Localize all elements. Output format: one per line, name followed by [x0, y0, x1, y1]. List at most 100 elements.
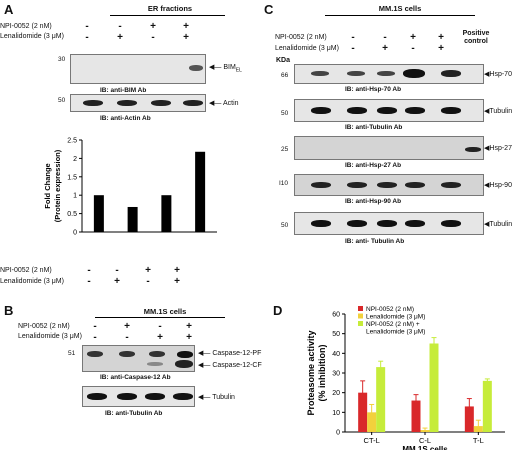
actin-band [183, 100, 203, 106]
panel-c-kda: KDa [276, 57, 291, 64]
arrow-left-icon: ◀— [198, 362, 211, 369]
tubulin-band [347, 220, 367, 227]
panel-c-npi-sign-1: - [351, 32, 355, 43]
panel-b-header: MM.1S cells [143, 307, 187, 316]
panel-a-bar [93, 195, 104, 232]
panel-d-bar [376, 367, 386, 432]
panel-a-len-label: Lenalidomide (3 μM) [0, 33, 64, 40]
panel-d-bar [429, 343, 439, 432]
panel-a-chart-len-sign-4: + [174, 276, 180, 287]
panel-d-y-label-line2: (% inhibition) [317, 345, 327, 402]
panel-c-hsp90-arrow: ◀Hsp-90 [484, 181, 512, 189]
panel-a-y-label-line2: (Protein expression) [53, 149, 62, 222]
panel-d-bar [358, 392, 368, 432]
panel-c-npi-sign-2: - [383, 32, 387, 43]
panel-d-legend-swatch [358, 313, 363, 319]
panel-d-bar [411, 400, 421, 432]
caspase-cf-band [175, 360, 193, 368]
panel-a-header-rule [110, 15, 225, 16]
panel-a-chart-len-sign-2: + [114, 276, 120, 287]
tubulin-band [311, 107, 331, 114]
tubulin-label: Tubulin [212, 394, 235, 401]
panel-b-tubulin-arrow: ◀— Tubulin [198, 393, 235, 401]
actin-band [83, 100, 103, 106]
panel-c-len-label: Lenalidomide (3 μM) [275, 45, 339, 52]
panel-c-len-sign-1: - [351, 43, 355, 54]
arrow-left-icon: ◀ [484, 182, 490, 189]
panel-a-bim-marker: 30 [58, 56, 66, 63]
arrow-left-icon: ◀— [198, 350, 211, 357]
caspase-cf-label: Caspase-12-CF [212, 362, 262, 369]
panel-a-y-tick-label: 1 [73, 193, 77, 200]
panel-c-npi-sign-3: + [410, 32, 416, 43]
panel-a-actin-blot [70, 94, 206, 112]
hsp70-band [311, 71, 329, 76]
bim-label-sub: EL [235, 67, 242, 74]
panel-b-pf-arrow: ◀— Caspase-12-PF [198, 349, 261, 357]
panel-a-bar [195, 151, 206, 232]
caspase-pf-label: Caspase-12-PF [212, 350, 262, 357]
panel-b-header-rule [95, 317, 225, 318]
panel-b-letter: B [4, 303, 14, 318]
panel-a-actin-arrow: ◀— Actin [209, 99, 239, 107]
tubulin-band [405, 107, 425, 114]
tubulin-band [347, 107, 367, 114]
panel-c-tubulin2-marker: 50 [281, 222, 289, 229]
panel-c-hsp70-blot [294, 64, 484, 84]
bim-band [189, 65, 203, 71]
panel-c-tubulin1-ib: IB: anti-Tubulin Ab [345, 124, 403, 131]
hsp70-band [403, 69, 425, 78]
panel-d-x-tick-label: T-L [473, 436, 484, 445]
panel-c-hsp27-blot [294, 136, 484, 160]
panel-a-y-tick-label: 0.5 [67, 211, 77, 218]
arrow-left-icon: ◀— [209, 100, 222, 107]
panel-b-cf-arrow: ◀— Caspase-12-CF [198, 361, 262, 369]
panel-d-legend-swatch [358, 321, 363, 326]
actin-band [117, 100, 137, 106]
panel-d-legend-label: NPI-0052 (2 nM) + [366, 321, 420, 328]
panel-a-npi-sign-2: - [118, 21, 122, 32]
positive-control-line2: control [464, 38, 488, 45]
panel-c-len-sign-4: + [438, 43, 444, 54]
panel-d-bar [464, 406, 474, 432]
tubulin1-label: Tubulin [489, 108, 513, 115]
hsp27-label: Hsp-27 [489, 145, 512, 152]
panel-c-hsp90-marker: I10 [279, 180, 289, 187]
panel-b-tubulin-blot [82, 386, 195, 407]
panel-a-len-sign-1: - [85, 32, 89, 43]
panel-d-y-label-line1: Proteasome activity [306, 330, 316, 415]
panel-d-x-tick-label: CT-L [364, 436, 380, 445]
caspase-pf-band [119, 351, 135, 357]
panel-b-len-sign-3: + [157, 332, 163, 343]
tubulin-band [441, 220, 461, 227]
caspase-pf-band [177, 351, 193, 358]
panel-c-hsp90-blot [294, 174, 484, 196]
panel-d-legend-label: Lenalidomide (3 μM) [366, 329, 425, 336]
panel-a-npi-label: NPI-0052 (2 nM) [0, 23, 52, 30]
caspase-cf-band [147, 362, 163, 366]
panel-a-len-sign-2: + [117, 32, 123, 43]
tubulin-band [377, 107, 397, 114]
panel-b-npi-sign-1: - [93, 321, 97, 332]
tubulin-band [145, 393, 165, 400]
panel-c-npi-sign-4: + [438, 32, 444, 43]
panel-b-tubulin-ib: IB: anti-Tubulin Ab [105, 410, 163, 417]
panel-a-chart-npi-sign-3: + [145, 265, 151, 276]
panel-a-y-tick-label: 1.5 [67, 174, 77, 181]
panel-a-bar [127, 206, 138, 232]
panel-a-bim-blot [70, 54, 206, 84]
tubulin2-label: Tubulin [489, 221, 513, 228]
panel-b-caspase-marker: 51 [68, 350, 76, 357]
panel-d-legend-swatch [358, 306, 363, 311]
panel-a-chart-npi-sign-2: - [115, 265, 119, 276]
panel-a-y-tick-label: 0 [73, 230, 77, 237]
arrow-left-icon: ◀ [484, 221, 490, 228]
panel-d-chart: 0 10 20 30 40 50 60 Proteasome activity (% inhib… [306, 306, 505, 450]
tubulin-band [117, 393, 137, 400]
panel-a-y-label-line1: Fold Change [43, 163, 52, 208]
panel-a-len-sign-3: - [151, 32, 155, 43]
panel-d-y-tick-label: 30 [332, 371, 340, 378]
panel-b-npi-label: NPI-0052 (2 nM) [18, 323, 70, 330]
panel-b-caspase-ib: IB: anti-Caspase-12 Ab [100, 374, 171, 381]
hsp70-label: Hsp-70 [489, 71, 512, 78]
